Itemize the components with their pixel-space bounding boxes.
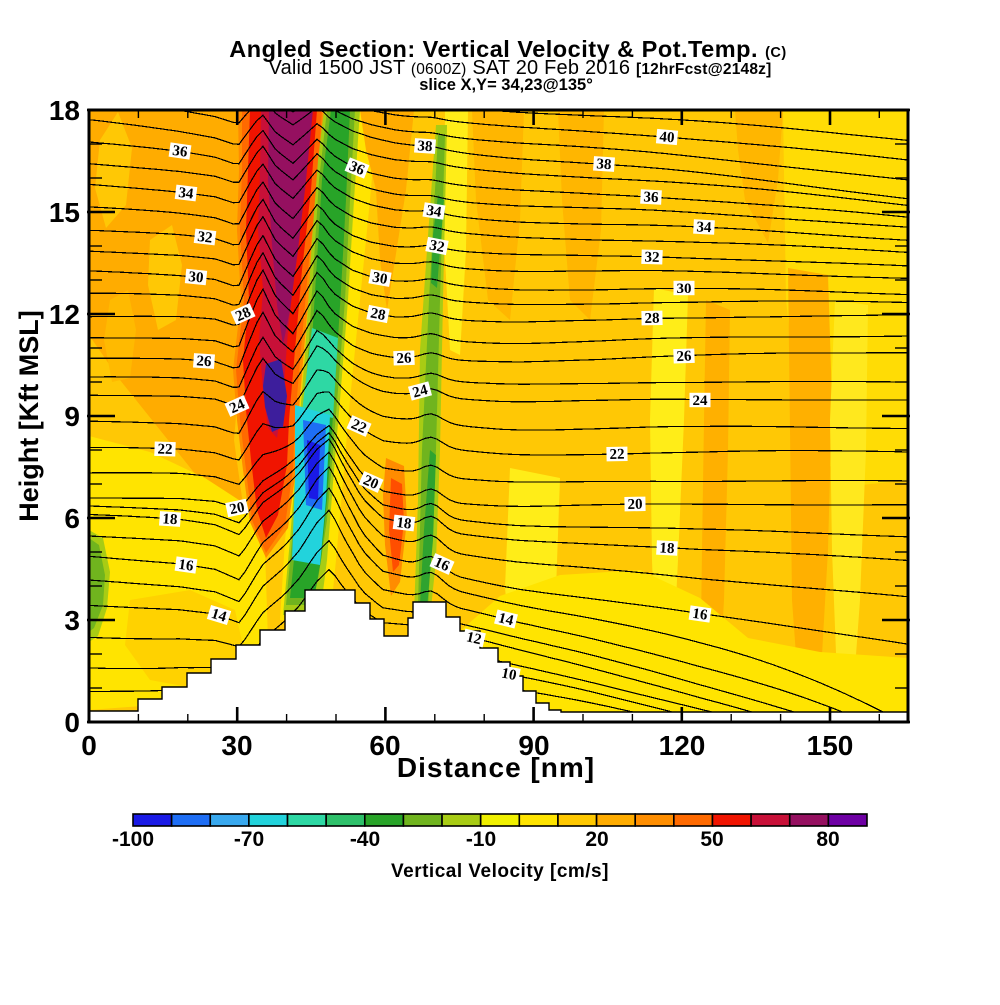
- svg-text:-70: -70: [234, 828, 264, 851]
- svg-text:150: 150: [807, 730, 854, 761]
- svg-text:14: 14: [209, 606, 229, 626]
- svg-text:22: 22: [609, 447, 624, 463]
- svg-text:36: 36: [171, 143, 189, 161]
- svg-text:slice X,Y= 34,23@135°: slice X,Y= 34,23@135°: [419, 76, 593, 94]
- svg-text:15: 15: [49, 197, 80, 228]
- svg-text:36: 36: [643, 189, 659, 206]
- svg-text:22: 22: [157, 442, 173, 459]
- svg-text:26: 26: [676, 349, 692, 366]
- svg-text:Valid 1500 JST (0600Z) SAT 20: Valid 1500 JST (0600Z) SAT 20 Feb 2016 […: [269, 57, 772, 79]
- svg-text:20: 20: [361, 472, 381, 493]
- svg-text:28: 28: [233, 304, 253, 325]
- svg-text:18: 18: [49, 95, 80, 126]
- svg-text:20: 20: [627, 497, 642, 513]
- svg-text:34: 34: [177, 185, 194, 203]
- svg-text:90: 90: [518, 730, 549, 761]
- svg-text:38: 38: [596, 156, 612, 173]
- svg-text:120: 120: [659, 730, 706, 761]
- svg-text:30: 30: [677, 281, 692, 297]
- svg-text:18: 18: [659, 540, 675, 557]
- svg-text:20: 20: [585, 828, 608, 851]
- svg-text:9: 9: [64, 401, 80, 432]
- svg-text:24: 24: [227, 396, 248, 417]
- svg-text:38: 38: [417, 138, 433, 155]
- svg-text:18: 18: [162, 511, 178, 528]
- svg-text:36: 36: [347, 159, 367, 180]
- svg-text:20: 20: [228, 499, 246, 518]
- svg-text:40: 40: [659, 129, 675, 146]
- svg-text:3: 3: [64, 605, 80, 636]
- svg-text:Vertical Velocity [cm/s]: Vertical Velocity [cm/s]: [391, 861, 609, 882]
- svg-text:32: 32: [428, 238, 446, 257]
- svg-text:32: 32: [644, 250, 660, 267]
- svg-text:-40: -40: [350, 828, 380, 851]
- svg-text:Angled Section: Vertical Veloc: Angled Section: Vertical Velocity & Pot.…: [229, 36, 786, 62]
- svg-text:60: 60: [369, 730, 400, 761]
- svg-text:-10: -10: [466, 828, 496, 851]
- svg-text:24: 24: [693, 393, 709, 409]
- svg-text:14: 14: [497, 610, 516, 629]
- svg-text:18: 18: [395, 515, 412, 533]
- svg-text:32: 32: [196, 229, 213, 247]
- svg-text:Distance [nm]: Distance [nm]: [397, 752, 595, 783]
- svg-text:50: 50: [700, 828, 723, 851]
- svg-text:0: 0: [81, 730, 97, 761]
- svg-text:34: 34: [425, 203, 443, 221]
- svg-text:16: 16: [432, 554, 453, 575]
- svg-text:28: 28: [644, 311, 659, 327]
- svg-text:26: 26: [396, 351, 412, 368]
- svg-text:22: 22: [349, 416, 369, 437]
- svg-text:34: 34: [696, 219, 712, 236]
- svg-text:12: 12: [49, 299, 80, 330]
- svg-text:6: 6: [64, 503, 80, 534]
- svg-text:30: 30: [221, 730, 252, 761]
- svg-text:16: 16: [177, 557, 195, 575]
- svg-text:28: 28: [369, 306, 387, 325]
- svg-text:16: 16: [691, 606, 709, 624]
- svg-text:Height [Kft MSL]: Height [Kft MSL]: [14, 310, 44, 521]
- svg-text:80: 80: [816, 828, 839, 851]
- svg-text:26: 26: [196, 353, 213, 370]
- svg-text:10: 10: [500, 666, 518, 685]
- svg-text:30: 30: [371, 270, 389, 288]
- svg-text:30: 30: [188, 269, 205, 286]
- svg-text:-100: -100: [112, 828, 154, 851]
- svg-text:24: 24: [411, 382, 430, 401]
- svg-text:12: 12: [465, 629, 483, 648]
- svg-text:0: 0: [64, 707, 80, 738]
